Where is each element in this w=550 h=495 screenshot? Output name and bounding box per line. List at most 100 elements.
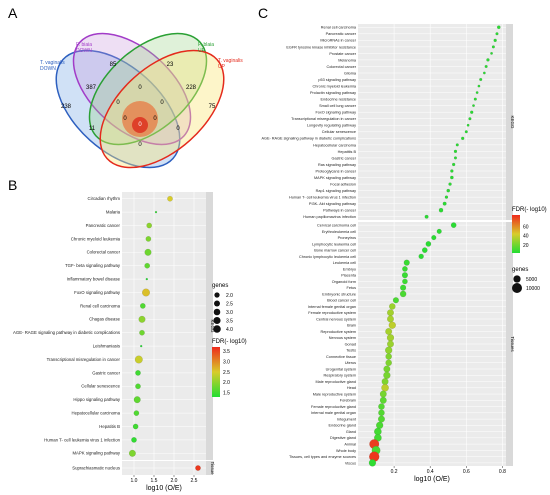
data-point	[383, 365, 391, 373]
venn-set-p-biaia-down	[72, 32, 192, 146]
venn-region-count: 0	[153, 116, 157, 122]
data-point	[482, 71, 486, 75]
data-point	[484, 64, 488, 68]
data-point	[424, 214, 429, 219]
venn-region-count: 23	[167, 62, 174, 68]
category-label: Endocrine resistance	[321, 98, 356, 102]
color-legend-title: FDR(- log10)	[512, 207, 547, 213]
data-point	[135, 383, 141, 390]
category-label: Leishmaniasis	[93, 344, 120, 349]
color-legend-tick-label: 3.0	[223, 359, 230, 365]
data-point	[385, 346, 393, 354]
data-point	[436, 228, 442, 234]
data-point	[378, 403, 385, 410]
venn-region-count: 238	[61, 104, 72, 110]
data-point	[134, 355, 143, 364]
category-label: Gastric cancer	[92, 370, 120, 375]
venn-region-count: 0	[116, 100, 120, 106]
category-label: Fetus	[347, 286, 357, 290]
category-label: Focal adhesion	[330, 182, 356, 186]
data-point	[425, 241, 432, 247]
size-legend-label: 3.0	[226, 310, 233, 316]
x-tick-label: 0.8	[499, 469, 506, 475]
data-point	[493, 38, 497, 42]
data-point	[475, 91, 479, 94]
category-label: Longevity regulating pathway	[307, 124, 356, 128]
category-label: Internal male genital organ	[311, 411, 356, 415]
panel-label-c: C	[258, 5, 268, 21]
data-point	[376, 421, 384, 429]
data-point	[140, 303, 146, 309]
data-point	[154, 210, 158, 214]
data-point	[385, 359, 392, 366]
category-label: Ras signaling pathway	[318, 163, 356, 167]
data-point	[442, 201, 447, 206]
x-axis-label: log10 (O/E)	[414, 476, 450, 483]
data-point	[387, 340, 394, 348]
category-label: Hepatocellular carcinoma	[313, 143, 357, 147]
x-axis-label: log10 (O/E)	[146, 485, 182, 492]
facet-strip-label: KEGG	[510, 115, 515, 129]
size-legend-label: 2.5	[226, 301, 233, 307]
venn-region-count: 0	[138, 142, 142, 148]
venn-label-t-vaginalis-down-1: T. vaginalis	[40, 60, 65, 66]
category-label: Circadian rhythm	[88, 196, 121, 201]
venn-label-t-vaginalis-down-2: DOWN	[40, 66, 56, 72]
category-label: Proteoglycans in cancer	[315, 169, 356, 173]
color-legend-tick-label: 20	[523, 243, 529, 249]
size-legend-label: 2.0	[226, 293, 233, 299]
facet-strip-label: KEGG	[210, 319, 215, 333]
category-label: Chronic lymphocytic leukemia cell	[299, 255, 356, 259]
venn-set-t-vaginalis-down	[55, 49, 181, 169]
size-legend-title: genes	[512, 267, 528, 273]
category-label: Proneytros	[338, 236, 356, 240]
category-label: Organoid form	[332, 280, 356, 284]
venn-region-count: 0	[176, 126, 180, 132]
category-label: Glioma	[344, 71, 357, 75]
category-label: Gastric cancer	[332, 156, 357, 160]
category-label: Pancreatic cancer	[326, 32, 357, 36]
category-label: Placenta	[341, 274, 357, 278]
data-point	[431, 235, 437, 241]
venn-region-count: 85	[110, 62, 117, 68]
category-label: Malaria	[106, 210, 121, 215]
category-label: Bone marrow cancer cell	[314, 249, 356, 253]
category-label: Cellular senescence	[81, 384, 120, 389]
facet-strip	[506, 24, 513, 220]
facet-strip	[206, 192, 213, 460]
category-label: Animal	[344, 443, 356, 447]
category-label: Tissues, cell types and enzyme sources	[289, 455, 356, 459]
data-point	[422, 247, 428, 253]
facet-strip	[506, 222, 513, 466]
facet-strip-label: Tissue	[210, 461, 215, 475]
data-point	[381, 384, 389, 392]
facet-strip	[206, 461, 213, 475]
category-label: EGFR tyrosine kinase inhibitor resistanc…	[286, 45, 356, 49]
data-point	[495, 32, 499, 36]
data-point	[450, 175, 454, 180]
category-label: Nervous system	[329, 336, 356, 340]
data-point	[477, 84, 481, 88]
venn-region-counts: 85 23 387 0 228 238 0 0 75 11 0 0 0 0 0	[61, 62, 216, 148]
category-label: Renal cell carcinoma	[80, 303, 120, 308]
size-legend-label: 4.0	[226, 327, 233, 333]
panel-label-a: A	[8, 5, 18, 21]
category-label: AGE- RAGE signaling pathway in diabetic …	[13, 330, 120, 335]
data-point	[453, 149, 458, 154]
category-label: Prostate cancer	[329, 52, 356, 56]
data-point	[491, 45, 495, 49]
category-label: Reproductive system	[321, 330, 356, 334]
data-point	[452, 162, 456, 167]
category-label: Connective tissue	[326, 355, 356, 359]
category-label: Pathways in cancer	[323, 209, 357, 213]
category-label: Cellular senescence	[322, 130, 356, 134]
data-point	[132, 423, 139, 430]
venn-region-count: 387	[86, 85, 97, 91]
category-label: Human T- cell leukemia virus 1 infection	[289, 196, 356, 200]
data-point	[142, 288, 150, 297]
data-point	[464, 130, 468, 134]
data-point	[387, 315, 394, 323]
category-label: Brain	[347, 324, 356, 328]
size-legend-dot	[213, 316, 221, 325]
category-label: Uterus	[345, 361, 356, 365]
